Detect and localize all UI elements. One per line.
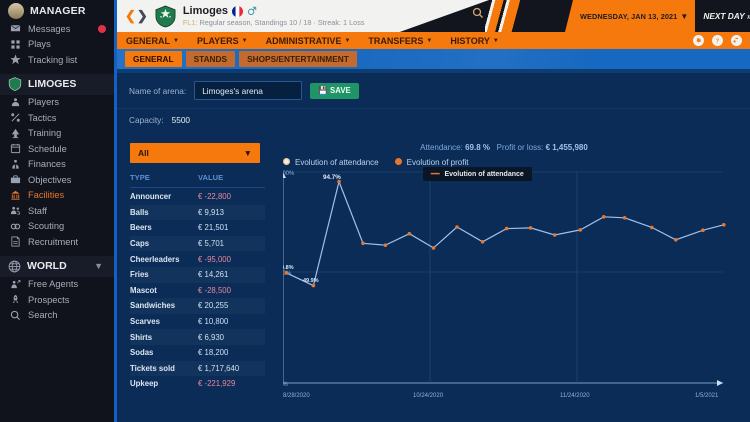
svg-text:49.9%: 49.9% <box>303 278 319 284</box>
svg-text:11/24/2020: 11/24/2020 <box>560 393 590 399</box>
svg-text:94.7%: 94.7% <box>323 174 341 181</box>
svg-text:100%: 100% <box>283 171 295 177</box>
svg-text:49.8%: 49.8% <box>283 265 294 271</box>
svg-text:8/28/2020: 8/28/2020 <box>283 393 310 399</box>
svg-text:?: ? <box>716 38 719 44</box>
svg-text:1/5/2021: 1/5/2021 <box>695 393 719 399</box>
svg-text:0%: 0% <box>283 382 288 388</box>
svg-text:10/24/2020: 10/24/2020 <box>413 393 444 399</box>
